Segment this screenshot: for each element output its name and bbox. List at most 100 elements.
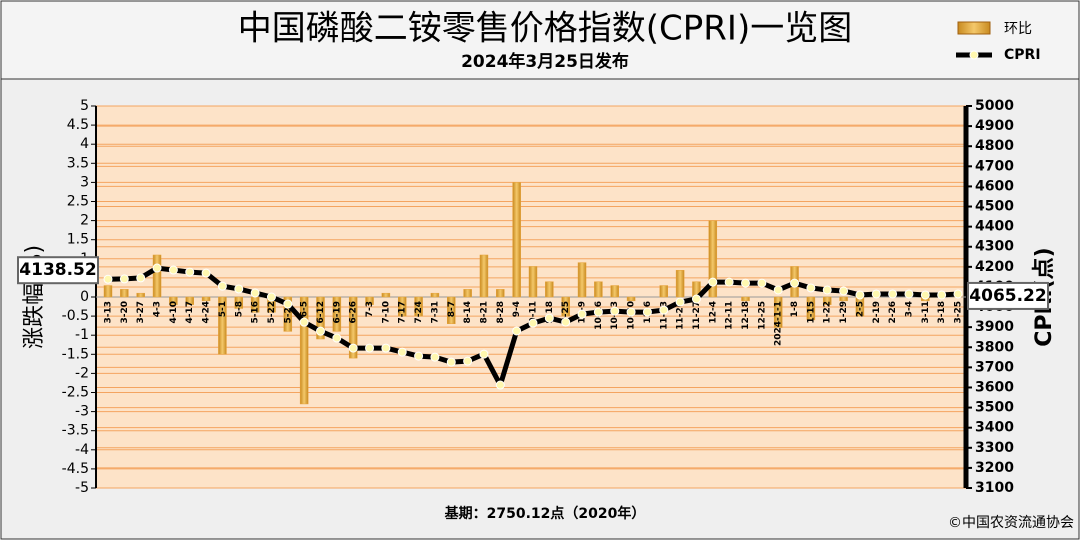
y2-tick-label: 3800 [975, 339, 1014, 355]
note: 基期：2750.12点（2020年） [445, 505, 646, 522]
point [659, 305, 669, 315]
x-tick-label: 3-20 [120, 301, 130, 324]
y2-tick-label: 3500 [975, 400, 1014, 416]
y-tick-label: 0 [80, 289, 89, 305]
bar [397, 296, 407, 317]
y2-tick-label: 5000 [975, 98, 1014, 114]
point [168, 265, 178, 275]
x-tick-label: 1-29 [839, 301, 849, 324]
bar [234, 296, 244, 309]
x-tick-label: 4-17 [185, 301, 195, 324]
y2-tick-label: 4800 [975, 138, 1014, 154]
x-tick-label: 7-24 [414, 301, 424, 324]
y-tick-label: -5 [75, 480, 89, 496]
bar [659, 285, 669, 298]
point [152, 263, 162, 273]
x-tick-label: 9-25 [561, 301, 571, 324]
x-tick-label: 1-15 [806, 301, 816, 324]
callout-box [17, 256, 99, 285]
point [937, 290, 947, 300]
y2-tick-label: 4900 [975, 118, 1014, 134]
x-tick-label: 4-24 [202, 301, 212, 324]
point [512, 326, 522, 336]
point [544, 313, 554, 323]
x-tick-label: 7-17 [398, 301, 408, 324]
x-tick-label: 9-18 [545, 301, 555, 324]
y-tick-label: 2 [80, 213, 89, 229]
point [283, 299, 293, 309]
callout-label: 4138.52 [19, 260, 96, 280]
point [806, 283, 816, 293]
point [479, 349, 489, 359]
bar [496, 289, 505, 298]
y2-tick-label: 4700 [975, 158, 1014, 174]
bar [463, 289, 472, 298]
point [495, 380, 505, 390]
bar [365, 296, 374, 305]
x-tick-label: 7-3 [365, 301, 375, 317]
x-tick-label: 8-28 [496, 301, 506, 324]
x-tick-label: 2-19 [872, 301, 882, 324]
x-tick-label: 9-11 [529, 301, 539, 324]
point [577, 309, 587, 319]
y2-tick-label: 4600 [975, 178, 1014, 194]
x-tick-label: 12-18 [741, 301, 751, 330]
point [528, 318, 538, 328]
bar [561, 296, 570, 317]
x-tick-label: 5-1 [218, 301, 228, 317]
callout-box [967, 281, 1049, 310]
point [904, 289, 914, 299]
bar [708, 220, 718, 298]
y-tick-label: -3.5 [62, 423, 89, 439]
bar [283, 296, 293, 332]
bar [169, 296, 178, 305]
point [250, 288, 260, 298]
point [266, 292, 276, 302]
bar [414, 296, 423, 317]
x-tick-label: 4-10 [169, 301, 179, 324]
y-tick-label: -2.5 [62, 385, 89, 401]
point [136, 273, 146, 283]
bar [741, 296, 750, 302]
point [561, 317, 571, 327]
y-tick-label: 1.5 [67, 232, 89, 248]
x-tick-label: 8-14 [463, 301, 473, 324]
point [741, 278, 750, 288]
legend-label: 环比 [1004, 21, 1032, 37]
x-tick-label: 5-8 [234, 301, 244, 317]
point [119, 274, 129, 284]
point [920, 290, 930, 300]
point [855, 290, 865, 300]
point [397, 347, 407, 357]
y2-tick-label: 4500 [975, 199, 1014, 215]
point [103, 274, 113, 284]
y2-tick-label: 3100 [975, 480, 1014, 496]
y-tick-label: -0.5 [62, 308, 89, 324]
point [381, 343, 391, 353]
bar [577, 262, 587, 298]
point [691, 294, 701, 304]
legend-swatch [969, 50, 979, 60]
y-tick-label: -4 [75, 442, 89, 458]
x-tick-label: 8-21 [479, 301, 489, 324]
bar [479, 254, 489, 298]
x-tick-label: 4-3 [153, 301, 163, 317]
chart-title: 中国磷酸二铵零售价格指数(CPRI)一览图 [238, 9, 852, 49]
point [626, 307, 636, 317]
bar [332, 296, 342, 332]
source: ©中国农资流通协会 [948, 515, 1074, 531]
y-tick-label: -4.5 [62, 461, 89, 477]
y-tick-label: 4 [80, 136, 89, 152]
point [463, 356, 473, 366]
bar [103, 285, 113, 298]
bar [201, 296, 211, 302]
point [675, 297, 685, 307]
y2-tick-label: 3200 [975, 460, 1014, 476]
y2-tick-label: 3600 [975, 379, 1014, 395]
x-tick-label: 12-11 [725, 301, 735, 330]
x-tick-label: 3-11 [921, 301, 931, 324]
y-tick-label: 5 [80, 98, 89, 114]
bar [299, 296, 309, 405]
point [593, 307, 603, 317]
